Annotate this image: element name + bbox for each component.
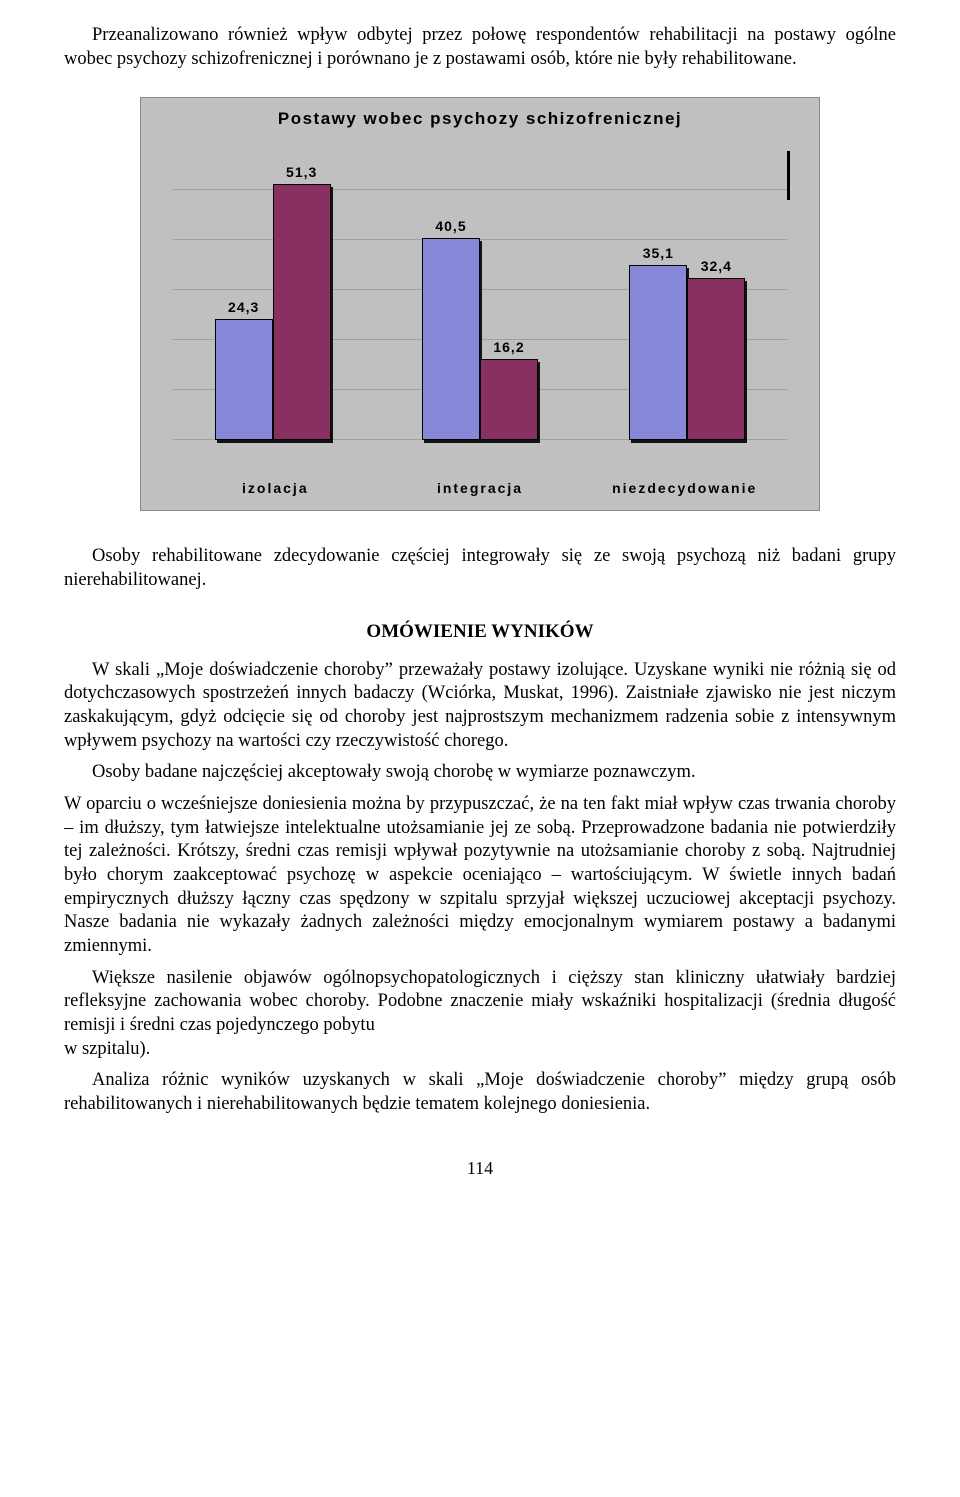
- discussion-paragraph-3: W oparciu o wcześniejsze doniesienia moż…: [64, 793, 896, 959]
- x-category-label: integracja: [378, 480, 583, 498]
- discussion-paragraph-4a: Większe nasilenie objawów ogólnopsychopa…: [64, 967, 896, 1038]
- attitudes-chart: Postawy wobec psychozy schizofrenicznej …: [140, 97, 820, 511]
- chart-x-axis: izolacjaintegracjaniezdecydowanie: [173, 480, 787, 498]
- chart-caption-paragraph: Osoby rehabilitowane zdecydowanie części…: [64, 545, 896, 592]
- chart-title: Postawy wobec psychozy schizofrenicznej: [147, 104, 813, 140]
- bar-cell: 32,4: [687, 278, 745, 440]
- bar-value-label: 51,3: [273, 164, 331, 182]
- bar-nierehab: [273, 184, 331, 441]
- bar-nierehab: [480, 359, 538, 440]
- bar-cell: 40,5: [422, 238, 480, 441]
- bar-group: 40,516,2: [390, 238, 569, 441]
- bar-value-label: 40,5: [422, 218, 480, 236]
- discussion-paragraph-2: Osoby badane najczęściej akceptowały swo…: [64, 761, 896, 785]
- discussion-paragraph-4b: w szpitalu).: [64, 1038, 896, 1062]
- bar-value-label: 32,4: [687, 258, 745, 276]
- section-heading: OMÓWIENIE WYNIKÓW: [64, 620, 896, 644]
- bar-value-label: 24,3: [215, 299, 273, 317]
- discussion-paragraph-1: W skali „Moje doświadczenie choroby” prz…: [64, 659, 896, 754]
- bar-group: 35,132,4: [598, 265, 777, 441]
- bar-cell: 24,3: [215, 319, 273, 441]
- bar-value-label: 16,2: [480, 339, 538, 357]
- discussion-paragraph-5: Analiza różnic wyników uzyskanych w skal…: [64, 1069, 896, 1116]
- bar-cell: 51,3: [273, 184, 331, 441]
- bar-rehab: [629, 265, 687, 441]
- bar-cell: 35,1: [629, 265, 687, 441]
- bar-rehab: [422, 238, 480, 441]
- x-category-label: niezdecydowanie: [582, 480, 787, 498]
- page-number: 114: [64, 1157, 896, 1180]
- bar-rehab: [215, 319, 273, 441]
- bar-group: 24,351,3: [183, 184, 362, 441]
- bar-cell: 16,2: [480, 359, 538, 440]
- bar-nierehab: [687, 278, 745, 440]
- chart-plot-area: 24,351,340,516,235,132,4: [173, 140, 787, 440]
- bar-value-label: 35,1: [629, 245, 687, 263]
- intro-paragraph: Przeanalizowano również wpływ odbytej pr…: [64, 24, 896, 71]
- x-category-label: izolacja: [173, 480, 378, 498]
